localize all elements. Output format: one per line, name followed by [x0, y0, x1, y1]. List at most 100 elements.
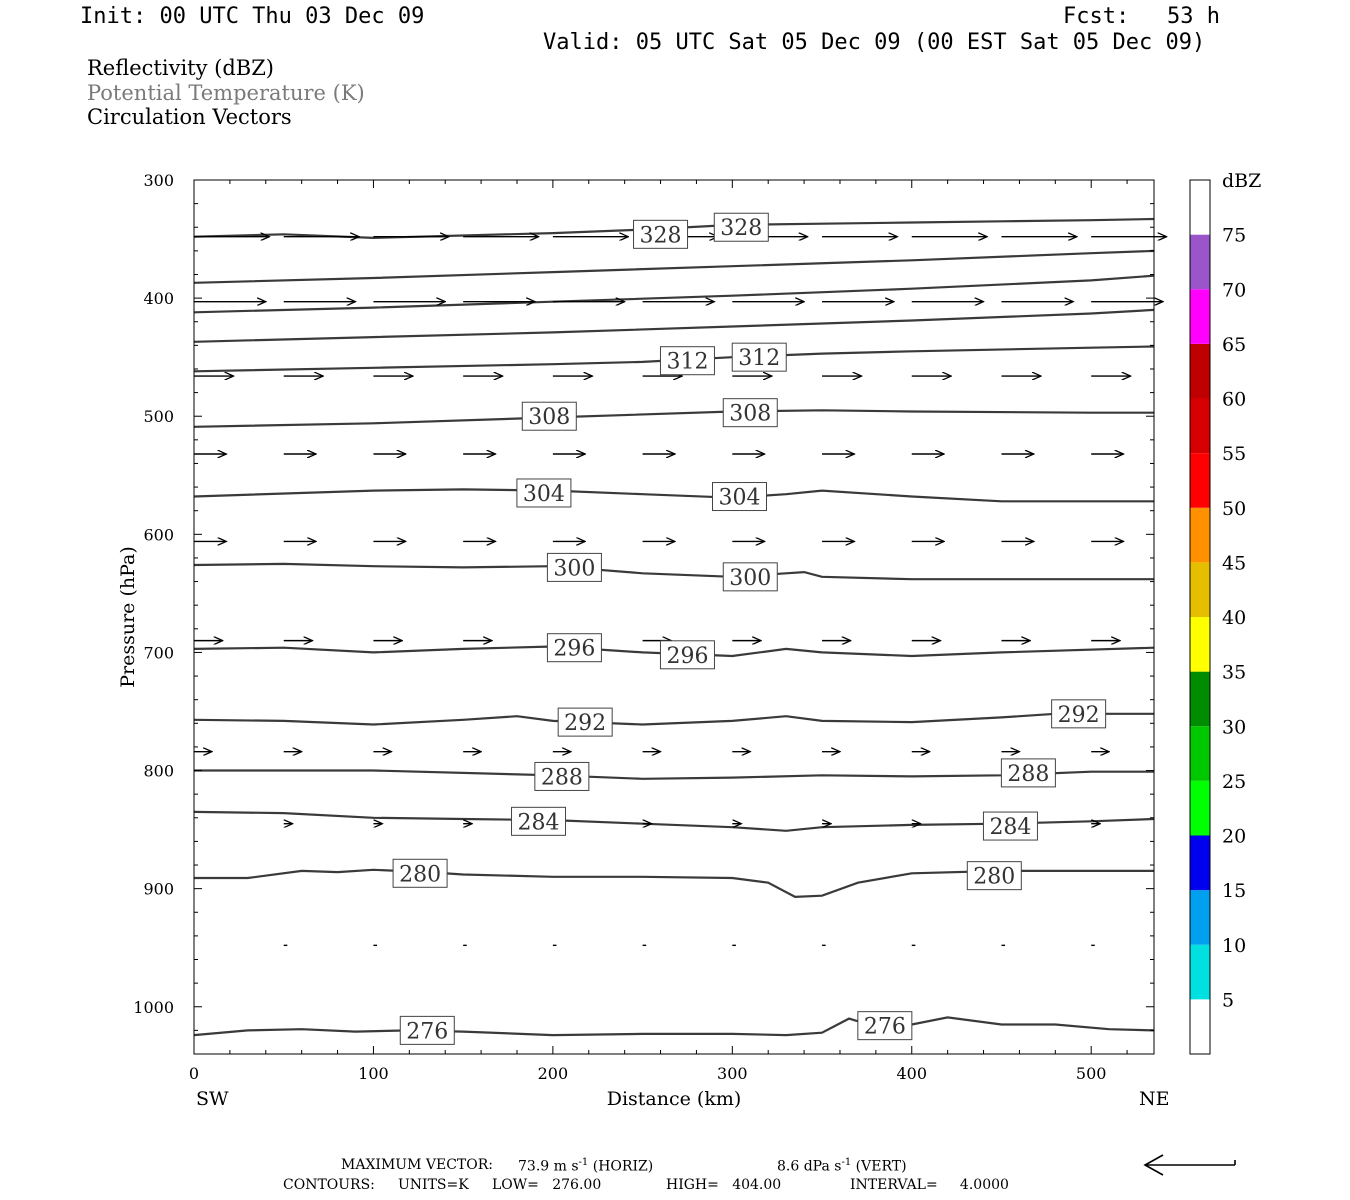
- plot-frame: [193, 179, 1155, 1055]
- colorbar-bin-30: [1190, 671, 1210, 727]
- contour-label-layer: 328 328 312 312 308 308 304 304 300 300 296 296 292 2…: [392, 212, 1107, 1045]
- colorbar-bin-55: [1190, 398, 1210, 454]
- contour-label-box-308: [521, 401, 577, 431]
- contour-label-288: 288: [1007, 762, 1049, 787]
- contour-320: [193, 274, 1155, 314]
- contour-label-280: 280: [399, 862, 441, 887]
- contour-label-box-304: [516, 478, 572, 508]
- colorbar-bin-20: [1190, 780, 1210, 836]
- valid-time: Valid: 05 UTC Sat 05 Dec 09 (00 EST Sat …: [543, 30, 1206, 55]
- forecast-hour-value: 53 h: [1167, 4, 1220, 29]
- contour-label-296: 296: [666, 644, 708, 669]
- colorbar-tick-label: 65: [1222, 334, 1246, 356]
- contour-324: [193, 249, 1155, 284]
- max-vector-horizontal: 73.9 m s-1 (HORIZ): [518, 1158, 653, 1174]
- horizontal-exponent: -1: [578, 1157, 589, 1168]
- colorbar-bin-25: [1190, 726, 1210, 781]
- horizontal-tag: (HORIZ): [592, 1158, 654, 1175]
- colorbar-tick-label: 30: [1222, 716, 1246, 738]
- contour-label-288: 288: [541, 765, 583, 790]
- x-tick-label: 500: [1076, 1064, 1107, 1083]
- contour-label-328: 328: [720, 216, 762, 241]
- x-tick-label: 0: [189, 1064, 199, 1083]
- max-vector-vertical: 8.6 dPa s-1 (VERT): [777, 1158, 907, 1174]
- colorbar-tick-label: 60: [1222, 389, 1246, 411]
- contour-label-box-300: [546, 552, 602, 582]
- x-axis-right-endpoint: NE: [1139, 1088, 1170, 1110]
- colorbar-frame: [1189, 179, 1211, 1055]
- contour-label-328: 328: [640, 223, 682, 248]
- colorbar-tick-label: 55: [1222, 443, 1246, 465]
- colorbar-tick-label: 20: [1222, 826, 1246, 848]
- colorbar-tick-label: 50: [1222, 498, 1246, 520]
- contour-label-box-312: [731, 342, 787, 372]
- contour-label-box-312: [659, 346, 715, 376]
- reference-vector: [1143, 1154, 1236, 1176]
- contour-276: [193, 1016, 1155, 1037]
- contour-280: [194, 868, 1154, 899]
- contour-label-304: 304: [523, 482, 565, 507]
- contour-304: [193, 488, 1154, 503]
- colorbar-bin-50: [1190, 453, 1210, 508]
- contour-label-312: 312: [738, 346, 780, 371]
- x-tick-label: 200: [538, 1064, 569, 1083]
- vertical-exponent: -1: [841, 1157, 852, 1168]
- colorbar-bin-40: [1190, 562, 1210, 617]
- contour-label-box-304: [711, 482, 767, 512]
- y-tick-label: 1000: [133, 998, 174, 1017]
- y-tick-label: 400: [143, 289, 174, 308]
- colorbar-tick-label: 10: [1222, 935, 1246, 957]
- legend-reflectivity: Reflectivity (dBZ): [87, 56, 275, 80]
- contours-units: UNITS=K: [398, 1177, 469, 1193]
- contour-label-box-284: [982, 811, 1038, 841]
- max-vector-vertical-value: 8.6 dPa s: [777, 1158, 842, 1175]
- contour-label-box-288: [1000, 758, 1056, 788]
- contour-label-312: 312: [666, 350, 708, 375]
- colorbar-bin-0: [1190, 999, 1210, 1054]
- legend-potential-temperature: Potential Temperature (K): [87, 81, 365, 105]
- colorbar-bin-35: [1190, 617, 1210, 672]
- colorbar: 5 10 15 20 25 30 35 40 45 50 55 60 65 70 75: [1189, 179, 1246, 1055]
- y-tick-label: 700: [143, 643, 174, 662]
- contour-292: [193, 712, 1154, 726]
- contour-label-box-296: [546, 633, 602, 663]
- colorbar-label: dBZ: [1222, 170, 1261, 192]
- colorbar-tick-label: 25: [1222, 771, 1246, 793]
- contour-label-box-292: [1051, 699, 1107, 729]
- contour-label-box-308: [722, 398, 778, 428]
- contours-label: CONTOURS:: [283, 1177, 375, 1193]
- x-axis-title: Distance (km): [607, 1088, 742, 1110]
- contour-label-280: 280: [973, 865, 1015, 890]
- max-vector-label: MAXIMUM VECTOR:: [341, 1157, 493, 1173]
- forecast-hour-label: Fcst:: [1063, 4, 1130, 29]
- colorbar-tick-label: 15: [1222, 880, 1246, 902]
- contour-label-304: 304: [718, 486, 760, 511]
- contour-label-box-276: [857, 1011, 913, 1041]
- colorbar-tick-label: 5: [1222, 989, 1234, 1011]
- colorbar-tick-label: 75: [1222, 225, 1246, 247]
- contour-label-box-288: [534, 761, 590, 791]
- legend-circulation-vectors: Circulation Vectors: [87, 105, 292, 129]
- contour-label-box-296: [659, 640, 715, 670]
- contour-label-box-276: [399, 1015, 455, 1045]
- contour-label-box-284: [511, 806, 567, 836]
- contour-label-292: 292: [1058, 703, 1100, 728]
- contour-label-308: 308: [528, 405, 570, 430]
- x-axis-left-endpoint: SW: [196, 1088, 229, 1110]
- contour-300: [193, 562, 1154, 581]
- y-tick-label: 800: [143, 762, 174, 781]
- colorbar-bin-60: [1190, 343, 1210, 399]
- contour-layer: [193, 217, 1155, 1037]
- axes-layer: 0 100 200 300 400 500 300 400 500 600 700 800 900 100…: [133, 171, 1154, 1083]
- contour-label-300: 300: [553, 556, 595, 581]
- init-time: Init: 00 UTC Thu 03 Dec 09: [80, 4, 425, 29]
- x-tick-label: 300: [717, 1064, 748, 1083]
- y-tick-label: 300: [143, 171, 174, 190]
- vertical-tag: (VERT): [855, 1158, 907, 1175]
- colorbar-tick-label: 40: [1222, 607, 1246, 629]
- contours-low: LOW= 276.00: [492, 1177, 602, 1193]
- contour-label-296: 296: [553, 637, 595, 662]
- colorbar-bin-75: [1190, 180, 1210, 235]
- contour-label-308: 308: [729, 402, 771, 427]
- y-tick-label: 500: [143, 407, 174, 426]
